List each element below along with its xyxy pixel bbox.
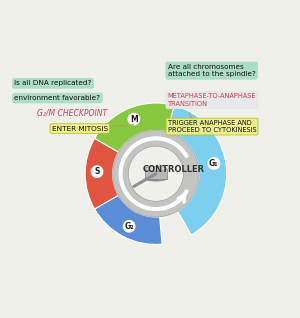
Wedge shape	[94, 195, 162, 245]
Text: G₂: G₂	[124, 222, 134, 231]
Text: G₁: G₁	[209, 159, 219, 168]
Ellipse shape	[145, 166, 167, 171]
Text: M: M	[130, 114, 138, 124]
Text: ENTER MITOSIS: ENTER MITOSIS	[52, 126, 108, 132]
Text: TRIGGER ANAPHASE AND
PROCEED TO CYTOKINESIS: TRIGGER ANAPHASE AND PROCEED TO CYTOKINE…	[168, 120, 256, 133]
Text: environment favorable?: environment favorable?	[14, 95, 101, 101]
Wedge shape	[167, 106, 226, 235]
Text: Is all DNA replicated?: Is all DNA replicated?	[14, 80, 92, 86]
Wedge shape	[113, 130, 199, 217]
Ellipse shape	[145, 176, 167, 181]
Circle shape	[128, 113, 140, 126]
Circle shape	[208, 157, 220, 170]
Circle shape	[91, 165, 103, 178]
Circle shape	[123, 220, 136, 233]
Text: S: S	[94, 167, 100, 176]
Text: CONTROLLER: CONTROLLER	[142, 165, 205, 174]
Text: METAPHASE-TO-ANAPHASE
TRANSITION: METAPHASE-TO-ANAPHASE TRANSITION	[168, 93, 256, 107]
Text: Are all chromosomes
attached to the spindle?: Are all chromosomes attached to the spin…	[168, 64, 256, 77]
Bar	[145, 169, 167, 179]
Text: G₂/M CHECKPOINT: G₂/M CHECKPOINT	[37, 108, 107, 117]
Wedge shape	[85, 138, 118, 209]
Wedge shape	[94, 103, 174, 152]
